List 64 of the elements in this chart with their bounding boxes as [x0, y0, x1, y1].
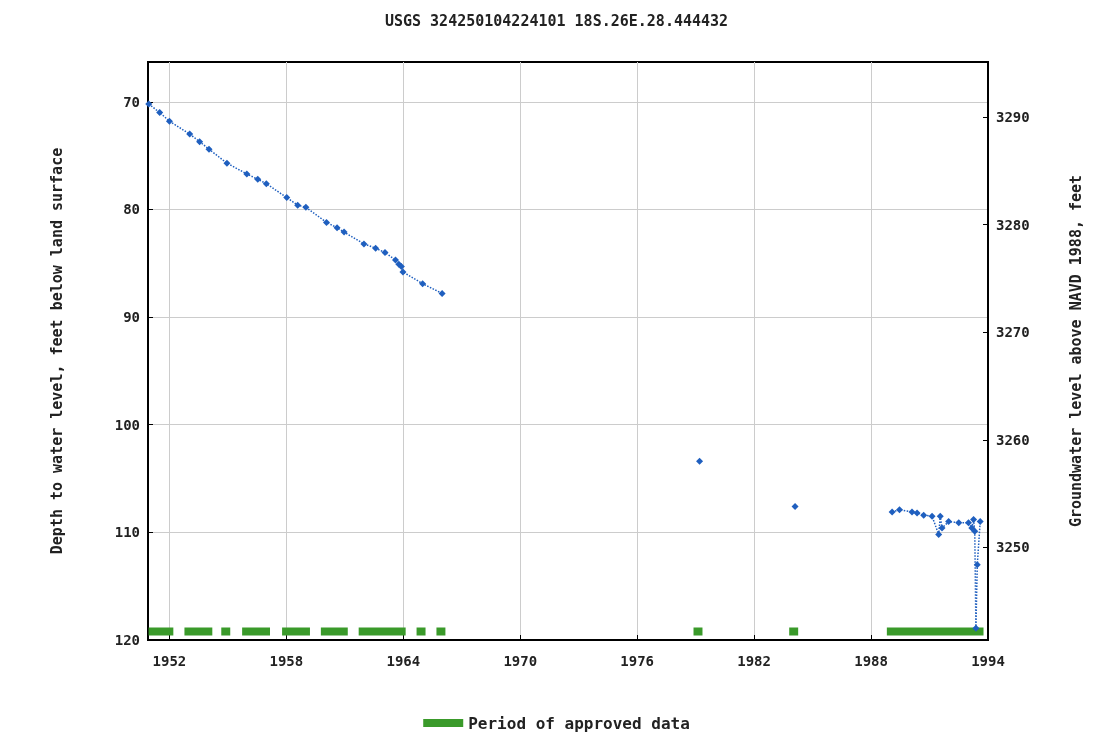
- point: [340, 228, 348, 236]
- y2-tick-label: 3280: [996, 216, 1030, 233]
- point: [372, 244, 380, 252]
- point: [965, 519, 973, 527]
- point: [243, 170, 251, 178]
- point: [935, 531, 943, 539]
- y-axis-title: Depth to water level, feet below land surface: [48, 147, 66, 555]
- point: [186, 130, 194, 138]
- point: [972, 624, 980, 632]
- x-tick-label: 1982: [737, 653, 771, 669]
- y2-tick-label: 3270: [996, 324, 1030, 341]
- point: [283, 194, 291, 202]
- y-tick-label: 110: [114, 524, 140, 541]
- point: [908, 508, 916, 516]
- point: [419, 280, 427, 288]
- point: [888, 508, 896, 516]
- x-tick-label: 1988: [854, 653, 888, 669]
- y-tick-label: 70: [123, 93, 140, 110]
- point: [896, 506, 904, 514]
- point: [323, 218, 331, 226]
- point: [938, 524, 946, 532]
- point: [156, 109, 164, 117]
- x-tick-label: 1976: [620, 653, 655, 669]
- point: [392, 256, 400, 264]
- point: [205, 145, 213, 153]
- chart-title: USGS 324250104224101 18S.26E.28.444432: [384, 11, 729, 30]
- y2-tick-label: 3260: [996, 431, 1030, 448]
- x-tick-label: 1958: [269, 653, 304, 669]
- point: [973, 561, 981, 569]
- point: [399, 268, 407, 276]
- y2-axis-title: Groundwater level above NAVD 1988, feet: [1066, 174, 1085, 528]
- point: [920, 511, 928, 519]
- y-tick-label: 90: [123, 309, 140, 326]
- point: [262, 180, 270, 188]
- point: [333, 224, 341, 232]
- point: [955, 519, 963, 527]
- point: [976, 518, 984, 526]
- y2-tick-label: 3250: [996, 539, 1030, 556]
- y-tick-label: 100: [114, 416, 140, 433]
- legend-label: Period of approved data: [468, 713, 690, 733]
- point: [945, 518, 953, 526]
- x-tick-label: 1970: [503, 653, 538, 669]
- y-tick-label: 120: [114, 632, 140, 648]
- y2-tick-label: 3290: [996, 108, 1030, 125]
- point: [438, 289, 446, 297]
- point: [196, 138, 204, 146]
- point: [165, 117, 173, 125]
- point: [936, 512, 944, 520]
- point: [254, 175, 262, 183]
- x-tick-label: 1952: [152, 653, 187, 669]
- point: [294, 201, 302, 209]
- x-tick-label: 1964: [386, 653, 421, 669]
- y-tick-label: 80: [123, 201, 140, 218]
- point: [928, 512, 936, 520]
- point: [913, 509, 921, 517]
- point: [381, 249, 389, 257]
- point: [791, 503, 799, 511]
- point: [223, 159, 231, 167]
- point: [145, 100, 153, 108]
- point: [696, 457, 704, 465]
- point: [360, 240, 368, 248]
- point: [302, 203, 310, 211]
- x-tick-label: 1994: [971, 653, 1005, 669]
- point: [970, 515, 978, 523]
